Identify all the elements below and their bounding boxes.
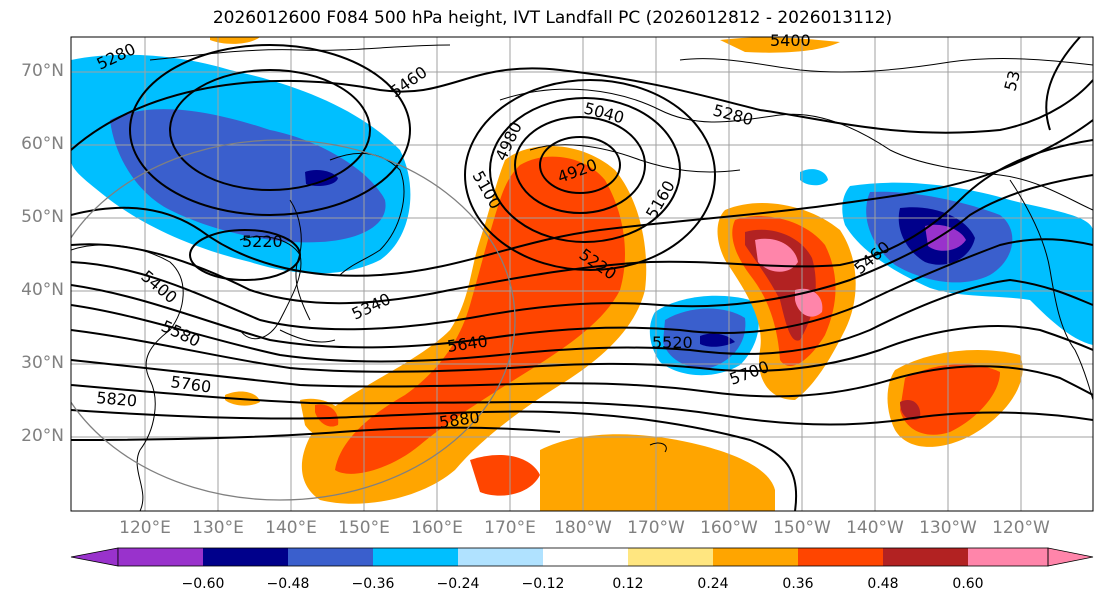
- map-frame: [70, 36, 1094, 512]
- neg-region-siberia-core: [110, 109, 386, 243]
- pos-region-nw: [210, 37, 260, 44]
- colorbar-segment: [118, 548, 203, 566]
- distance-circle: [71, 139, 516, 501]
- colorbar-tick-label: 0.60: [952, 576, 984, 592]
- neg-region-siberia-dot: [305, 170, 338, 186]
- colorbar-segment: [288, 548, 373, 566]
- height-contours: [71, 37, 1093, 511]
- contour-label: 5400: [770, 31, 811, 50]
- lon-label: 140°E: [265, 518, 317, 538]
- colorbar-max-extension: [1047, 547, 1094, 567]
- colorbar-tick-label: 0.12: [612, 576, 644, 592]
- colorbar-segment: [628, 548, 713, 566]
- lat-label: 30°N: [21, 353, 64, 373]
- contour-label: 53: [1001, 68, 1025, 93]
- colorbar-segment: [968, 548, 1048, 566]
- pos-region-south: [540, 434, 775, 511]
- colorbar-tick-label: 0.24: [697, 576, 729, 592]
- lon-label: 150°W: [773, 518, 831, 538]
- colorbar-tick-label: −0.60: [181, 576, 225, 592]
- coastlines: [71, 44, 1093, 511]
- lon-label: 140°W: [846, 518, 904, 538]
- colorbar: [70, 547, 1094, 567]
- colorbar-segment: [883, 548, 968, 566]
- neg-region-canada-peak: [925, 224, 966, 251]
- colorbar-tick-label: 0.36: [782, 576, 814, 592]
- colorbar-tick-label: 0.48: [867, 576, 899, 592]
- pos-region-north: [720, 37, 840, 53]
- lon-label: 170°W: [627, 518, 685, 538]
- lat-label: 40°N: [21, 280, 64, 300]
- lon-label: 160°W: [700, 518, 758, 538]
- contour-label: 5820: [96, 388, 138, 410]
- lon-label: 130°E: [192, 518, 244, 538]
- colorbar-tick-label: −0.24: [436, 576, 480, 592]
- colorbar-segment: [373, 548, 458, 566]
- lat-label: 20°N: [21, 426, 64, 446]
- pos-region-hawaii-dark: [900, 399, 921, 421]
- ivt-shading: [71, 37, 1093, 511]
- lon-label: 160°E: [411, 518, 463, 538]
- colorbar-tick-label: −0.48: [266, 576, 310, 592]
- colorbar-segment: [543, 548, 628, 566]
- colorbar-segment: [203, 548, 288, 566]
- contour-label: 5520: [652, 333, 693, 352]
- colorbar-frame: [117, 547, 1049, 567]
- lon-label: 170°E: [484, 518, 536, 538]
- colorbar-segment: [458, 548, 543, 566]
- pos-region-south-core: [470, 455, 540, 496]
- colorbar-segment: [713, 548, 798, 566]
- lon-label: 130°W: [919, 518, 977, 538]
- lat-label: 50°N: [21, 207, 64, 227]
- map-title: 2026012600 F084 500 hPa height, IVT Land…: [212, 8, 893, 28]
- colorbar-tick-label: −0.36: [351, 576, 395, 592]
- colorbar-segment: [798, 548, 883, 566]
- pos-region-east-peak: [755, 238, 798, 272]
- lon-label: 150°E: [338, 518, 390, 538]
- lat-label: 70°N: [21, 61, 64, 81]
- lon-label: 120°W: [992, 518, 1050, 538]
- lon-label: 120°E: [119, 518, 171, 538]
- neg-region-mid-pacific-dot: [700, 333, 735, 347]
- lon-label: 180°W: [554, 518, 612, 538]
- colorbar-tick-label: −0.12: [521, 576, 565, 592]
- lat-label: 60°N: [21, 134, 64, 154]
- neg-region-alaska-small: [800, 169, 828, 186]
- pos-region-west2-core: [315, 404, 339, 427]
- contour-label: 5220: [242, 232, 283, 251]
- colorbar-min-extension: [70, 547, 119, 567]
